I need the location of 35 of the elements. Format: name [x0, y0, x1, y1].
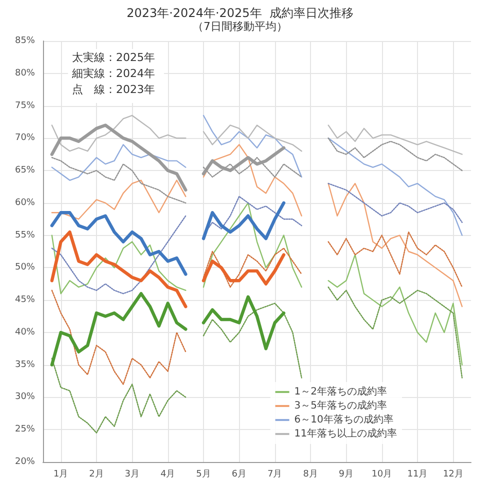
- x-tick-label: 4月: [160, 470, 176, 480]
- x-tick-label: 1月: [53, 470, 68, 480]
- y-tick-label: 55%: [14, 230, 36, 240]
- x-tick-label: 8月: [303, 470, 318, 480]
- x-tick-label: 11月: [407, 470, 428, 480]
- chart-title: 2023年·2024年·2025年 成約率日次推移: [126, 6, 354, 20]
- legend-label: 6～10年落ちの成約率: [294, 414, 394, 426]
- chart-subtitle: （7日間移動平均）: [192, 20, 288, 33]
- x-tick-label: 2月: [89, 470, 104, 480]
- y-tick-label: 80%: [14, 68, 36, 78]
- legend-label: 1～2年落ちの成約率: [294, 386, 388, 398]
- x-tick-label: 7月: [267, 470, 282, 480]
- legend-label: 11年落ち以上の成約率: [294, 428, 398, 440]
- annotation: 点 線：2023年: [72, 83, 155, 96]
- y-tick-label: 25%: [14, 424, 36, 435]
- annotation: 太実線：2025年: [72, 51, 155, 64]
- y-tick-label: 65%: [14, 166, 36, 176]
- legend-label: 3～5年落ちの成約率: [294, 400, 388, 412]
- y-tick-label: 70%: [14, 133, 36, 144]
- y-tick-label: 20%: [14, 457, 36, 467]
- x-tick-label: 12月: [442, 470, 464, 480]
- annotation: 細実線：2024年: [71, 67, 155, 80]
- x-tick-label: 6月: [232, 470, 247, 480]
- y-tick-label: 75%: [14, 100, 36, 111]
- y-tick-label: 35%: [14, 360, 36, 370]
- y-tick-label: 45%: [14, 295, 36, 306]
- y-tick-label: 30%: [14, 392, 36, 402]
- y-tick-label: 50%: [14, 262, 36, 273]
- y-tick-label: 40%: [14, 327, 36, 338]
- y-tick-label: 85%: [14, 36, 36, 46]
- x-tick-label: 5月: [196, 470, 211, 480]
- y-tick-label: 60%: [14, 198, 36, 208]
- x-tick-label: 3月: [124, 470, 140, 480]
- x-tick-label: 10月: [372, 470, 392, 480]
- x-tick-label: 9月: [338, 470, 354, 480]
